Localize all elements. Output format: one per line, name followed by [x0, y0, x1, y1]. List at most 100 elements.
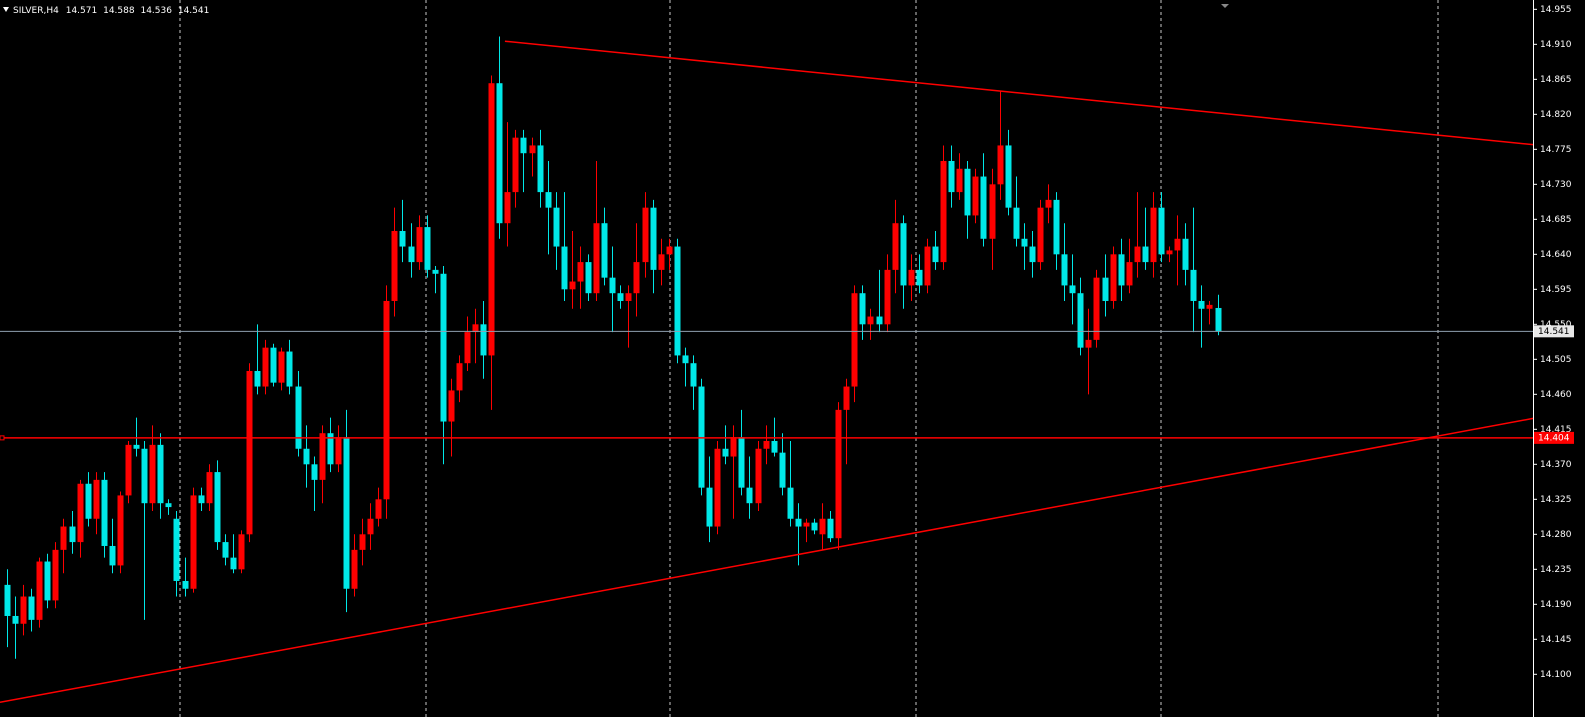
- hline-label-box: [1534, 431, 1574, 444]
- candle-body: [343, 437, 350, 589]
- candle-body: [28, 596, 35, 620]
- candle-body: [4, 584, 11, 616]
- y-tick-label: 14.235: [1540, 565, 1572, 575]
- y-tick-label: 14.550: [1540, 320, 1572, 330]
- candle-body: [746, 487, 753, 504]
- candle-body: [940, 160, 947, 263]
- candle-body: [1093, 277, 1100, 340]
- y-tick-label: 14.910: [1540, 40, 1572, 50]
- y-tick-label: 14.460: [1540, 390, 1572, 400]
- header: SILVER,H4 14.571 14.588 14.536 14.541: [13, 6, 209, 16]
- candle-body: [1061, 254, 1068, 286]
- candle-body: [448, 390, 455, 422]
- candle-body: [1005, 145, 1012, 208]
- candle-body: [867, 316, 874, 325]
- candle-body: [133, 444, 140, 449]
- candle-body: [545, 192, 552, 208]
- candle-body: [625, 293, 632, 301]
- y-tick-label: 14.730: [1540, 180, 1572, 190]
- candle-body: [964, 168, 971, 216]
- candle-body: [690, 363, 697, 387]
- y-tick-label: 14.955: [1540, 5, 1572, 15]
- y-tick-label: 14.595: [1540, 285, 1572, 295]
- candle-body: [295, 386, 302, 449]
- candle-body: [149, 444, 156, 504]
- candle-body: [1102, 277, 1109, 301]
- candle-body: [980, 176, 987, 239]
- y-tick-label: 14.100: [1540, 670, 1572, 680]
- candle-body: [601, 223, 608, 278]
- candle-body: [1158, 207, 1165, 255]
- candle-body: [835, 409, 842, 539]
- symbol: SILVER,H4: [13, 6, 59, 16]
- candle-body: [779, 452, 786, 488]
- candle-body: [303, 448, 310, 465]
- candle-body: [771, 440, 778, 453]
- candle-body: [795, 518, 802, 527]
- candle-body: [117, 495, 124, 566]
- candle-body: [859, 293, 866, 325]
- candle-body: [577, 262, 584, 282]
- candle-body: [198, 495, 205, 504]
- candle-body: [319, 433, 326, 480]
- candle-body: [916, 269, 923, 286]
- candle-body: [182, 580, 189, 589]
- high: 14.588: [103, 6, 135, 16]
- y-tick-label: 14.370: [1540, 460, 1572, 470]
- candle-body: [367, 518, 374, 535]
- candle-body: [399, 230, 406, 247]
- candle-body: [730, 437, 737, 457]
- shift-marker: [1221, 4, 1229, 8]
- candle-body: [480, 324, 487, 356]
- candle-body: [520, 137, 527, 154]
- candle-body: [286, 351, 293, 387]
- candle-body: [948, 160, 955, 193]
- y-tick-label: 14.820: [1540, 110, 1572, 120]
- candle-body: [270, 347, 277, 383]
- candle-body: [77, 483, 84, 543]
- candle-body: [787, 487, 794, 519]
- candle-body: [311, 464, 318, 480]
- y-tick-label: 14.280: [1540, 530, 1572, 540]
- candle-body: [60, 526, 67, 550]
- y-tick-label: 14.415: [1540, 425, 1572, 435]
- candle-body: [375, 499, 382, 519]
- candle-body: [851, 293, 858, 387]
- candle-body: [351, 549, 358, 589]
- y-tick-label: 14.685: [1540, 215, 1572, 225]
- candle-body: [408, 246, 415, 263]
- candle-body: [464, 332, 471, 364]
- candle-body: [1198, 300, 1205, 309]
- candle-body: [278, 351, 285, 383]
- candle-body: [674, 246, 681, 356]
- candle-body: [1174, 238, 1181, 251]
- candle-body: [456, 363, 463, 391]
- candle-body: [1037, 207, 1044, 263]
- candle-body: [609, 277, 616, 294]
- candle-body: [141, 448, 148, 504]
- candle-body: [1085, 339, 1092, 348]
- candle-body: [190, 495, 197, 589]
- candle-body: [512, 137, 519, 193]
- candle-body: [1126, 262, 1133, 286]
- candle-body: [472, 324, 479, 333]
- candle-body: [44, 561, 51, 601]
- trend-line: [0, 417, 1534, 704]
- candle-body: [884, 269, 891, 325]
- candle-body: [214, 472, 221, 543]
- candle-body: [658, 254, 665, 270]
- candle-body: [1029, 246, 1036, 263]
- candle-body: [1013, 207, 1020, 239]
- candle-body: [173, 518, 180, 581]
- candle-body: [20, 596, 27, 624]
- candle-body: [1077, 293, 1084, 348]
- candle-body: [165, 503, 172, 508]
- candle-body: [496, 83, 503, 224]
- candle-body: [254, 370, 261, 387]
- candle-body: [1150, 207, 1157, 263]
- candle-body: [327, 433, 334, 465]
- candle-body: [722, 448, 729, 457]
- y-tick-label: 14.775: [1540, 145, 1572, 155]
